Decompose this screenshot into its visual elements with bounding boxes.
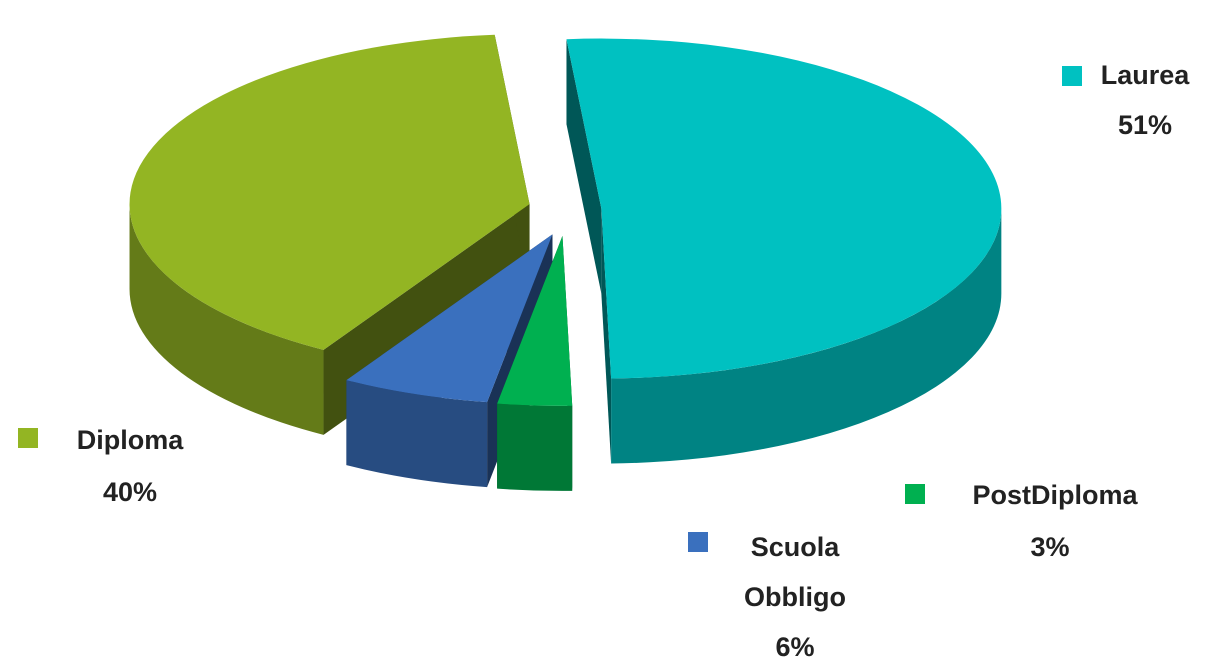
slice-side xyxy=(611,208,1002,464)
legend-swatch xyxy=(18,428,38,448)
slice-wall xyxy=(566,39,602,294)
value-label: 3% xyxy=(1030,532,1070,562)
slice-side xyxy=(497,403,573,491)
slice-label: Laurea xyxy=(1100,60,1190,90)
slice-top xyxy=(497,235,573,406)
slice xyxy=(497,235,573,491)
legend-swatch xyxy=(688,532,708,552)
slice-side xyxy=(346,380,488,488)
legend-swatch xyxy=(905,484,925,504)
value-label: 40% xyxy=(102,477,158,507)
slice-top xyxy=(129,34,530,350)
slice xyxy=(566,38,1002,464)
value-label: 51% xyxy=(1117,110,1173,140)
slice-top xyxy=(346,234,553,403)
slice-side xyxy=(129,204,324,435)
slice-label: PostDiploma xyxy=(972,480,1138,510)
slice-label: Scuola Obbligo xyxy=(744,532,846,612)
value-label: 6% xyxy=(775,632,815,662)
legend-swatch xyxy=(1062,66,1082,86)
slice-wall xyxy=(601,208,612,464)
slice-top xyxy=(566,38,1002,379)
slice-label: Diploma xyxy=(76,425,184,455)
